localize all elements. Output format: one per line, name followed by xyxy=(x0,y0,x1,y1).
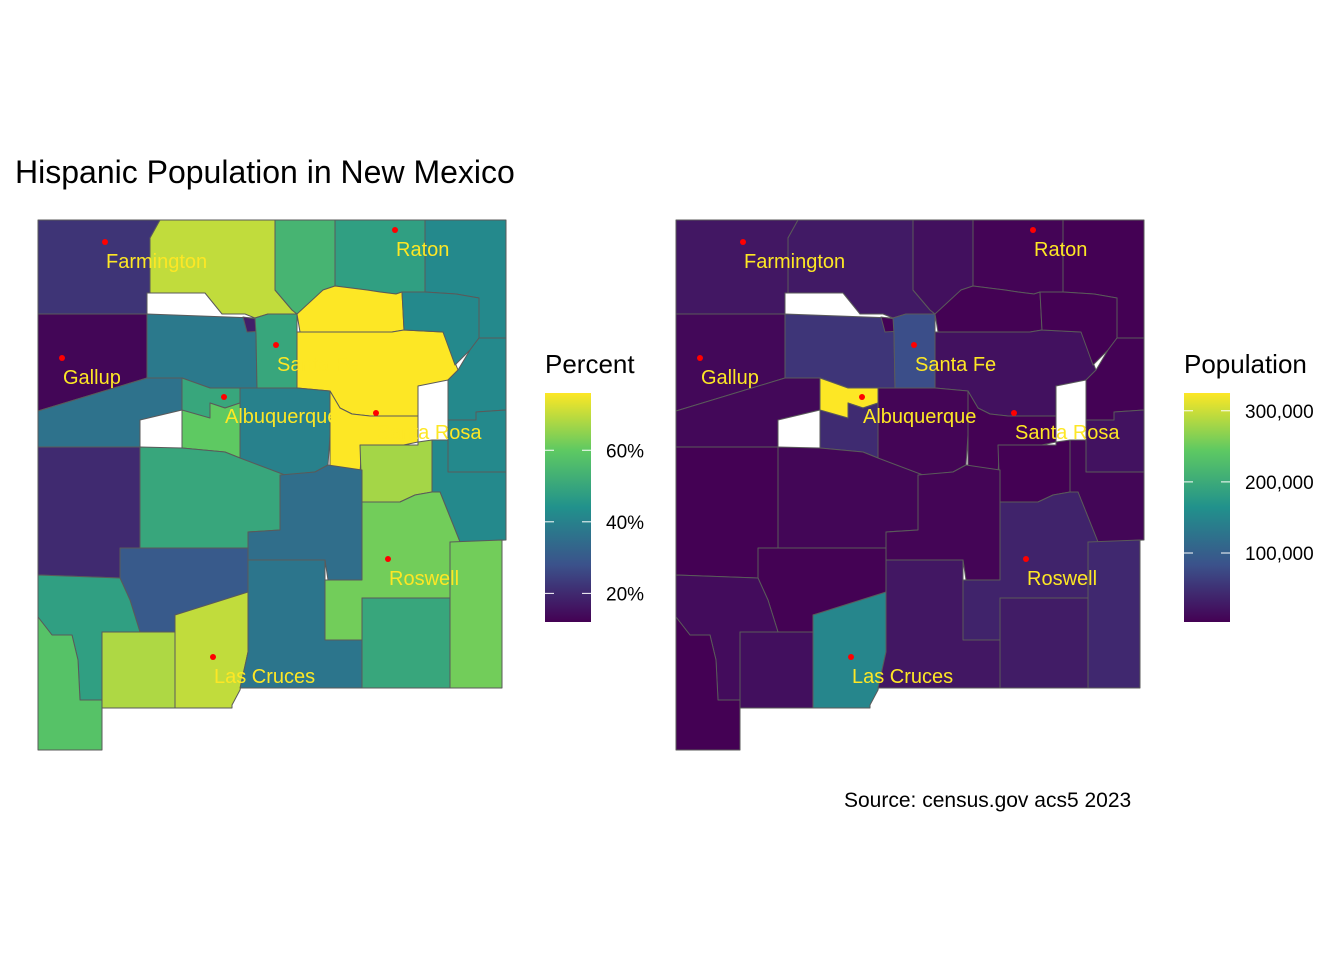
city-point-farmington xyxy=(740,239,746,245)
county-eddy xyxy=(999,597,1089,689)
city-point-gallup xyxy=(697,355,703,361)
city-point-roswell xyxy=(385,556,391,562)
city-point-roswell xyxy=(1023,556,1029,562)
city-label-albuquerque: Albuquerque xyxy=(225,406,338,428)
city-label-las-cruces: Las Cruces xyxy=(852,666,953,688)
city-point-gallup xyxy=(59,355,65,361)
city-label-santa-rosa: Santa Rosa xyxy=(1015,422,1120,444)
city-label-raton: Raton xyxy=(396,239,449,261)
population-legend-tick-label: 200,000 xyxy=(1245,473,1314,494)
county-sandoval xyxy=(146,313,258,389)
percent-legend-tick-label: 40% xyxy=(606,513,644,534)
county-luna xyxy=(739,631,814,709)
county-torrance xyxy=(239,387,331,476)
city-label-farmington: Farmington xyxy=(744,251,845,273)
city-label-las-cruces: Las Cruces xyxy=(214,666,315,688)
city-point-albuquerque xyxy=(859,394,865,400)
county-de-baca xyxy=(997,439,1071,503)
percent-legend-tick-label: 60% xyxy=(606,441,644,462)
county-eddy xyxy=(361,597,451,689)
city-point-santa-fe xyxy=(273,342,279,348)
city-point-santa-rosa xyxy=(373,410,379,416)
county-luna xyxy=(101,631,176,709)
city-label-gallup: Gallup xyxy=(701,367,759,389)
population-map: Farmington Raton Gallup Santa Fe Albuquerque… xyxy=(675,219,1145,751)
percent-legend: Percent 20% 40% 60% xyxy=(545,349,644,622)
county-hidalgo xyxy=(37,616,103,751)
city-point-santa-fe xyxy=(911,342,917,348)
county-torrance xyxy=(877,387,969,476)
city-point-albuquerque xyxy=(221,394,227,400)
county-lea xyxy=(449,539,503,689)
percent-legend-tick-label: 20% xyxy=(606,584,644,605)
map-title: Hispanic Population in New Mexico xyxy=(15,154,515,190)
percent-map: Farmington Raton Gallup Santa Fe Albuquerque… xyxy=(37,219,507,751)
city-label-farmington: Farmington xyxy=(106,251,207,273)
city-label-santa-fe: Santa Fe xyxy=(915,354,996,376)
city-label-roswell: Roswell xyxy=(1027,568,1097,590)
city-point-raton xyxy=(392,227,398,233)
county-lea xyxy=(1087,539,1141,689)
city-point-santa-rosa xyxy=(1011,410,1017,416)
percent-colorbar xyxy=(545,393,591,622)
county-de-baca xyxy=(359,439,433,503)
city-point-las-cruces xyxy=(210,654,216,660)
city-point-raton xyxy=(1030,227,1036,233)
percent-counties xyxy=(37,219,507,751)
city-label-santa-fe: Santa Fe xyxy=(277,354,358,376)
city-label-santa-rosa: Santa Rosa xyxy=(377,422,482,444)
city-point-farmington xyxy=(102,239,108,245)
city-label-roswell: Roswell xyxy=(389,568,459,590)
population-legend-tick-label: 100,000 xyxy=(1245,544,1314,565)
population-legend-tick-label: 300,000 xyxy=(1245,402,1314,423)
source-caption: Source: census.gov acs5 2023 xyxy=(844,789,1132,812)
city-label-albuquerque: Albuquerque xyxy=(863,406,976,428)
county-sandoval xyxy=(784,313,896,389)
county-santa-fe xyxy=(254,313,298,389)
population-cities: Farmington Raton Gallup Santa Fe Albuquerque… xyxy=(697,227,1120,688)
population-legend: Population 100,000 200,000 300,000 xyxy=(1184,349,1314,622)
city-label-gallup: Gallup xyxy=(63,367,121,389)
city-point-las-cruces xyxy=(848,654,854,660)
percent-cities: Farmington Raton Gallup Santa Fe Albuquerque… xyxy=(59,227,482,688)
population-colorbar xyxy=(1184,393,1230,622)
population-counties xyxy=(675,219,1145,751)
population-legend-title: Population xyxy=(1184,349,1307,379)
percent-legend-title: Percent xyxy=(545,349,635,379)
city-label-raton: Raton xyxy=(1034,239,1087,261)
county-santa-fe xyxy=(892,313,936,389)
county-hidalgo xyxy=(675,616,741,751)
